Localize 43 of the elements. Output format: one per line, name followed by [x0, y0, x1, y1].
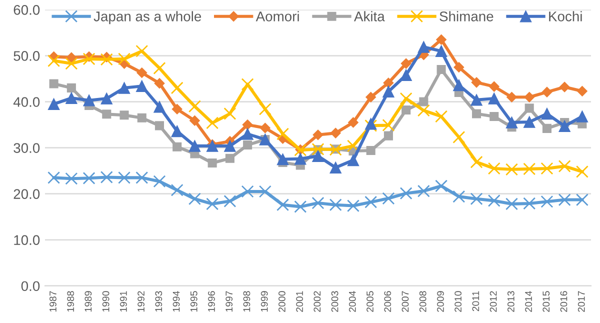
legend-label: Kochi: [549, 11, 582, 22]
legend-label: Akita: [354, 11, 385, 22]
x-tick-label: 1996: [208, 291, 215, 312]
y-tick-label: 50.0: [14, 51, 40, 61]
x-tick-label: 2008: [419, 291, 426, 312]
x-tick-label: 2003: [331, 291, 338, 312]
y-tick-label: 60.0: [14, 5, 40, 15]
y-tick-label: 0.0: [21, 281, 40, 292]
x-tick-label: 1989: [84, 291, 92, 312]
x-tick-label: 2016: [560, 291, 568, 312]
x-tick-label: 2014: [525, 291, 532, 312]
y-tick-label: 40.0: [13, 97, 40, 107]
legend-label: Aomori: [256, 11, 299, 22]
y-tick-label: 30.0: [14, 143, 40, 153]
y-tick-label: 20.0: [14, 189, 40, 199]
x-tick-label: 2002: [314, 291, 321, 312]
x-tick-label: 2015: [542, 291, 550, 312]
x-tick-label: 1992: [138, 291, 144, 312]
x-tick-label: 1990: [102, 291, 110, 312]
x-tick-label: 1987: [50, 291, 56, 312]
legend-label: Shimane: [440, 11, 494, 22]
x-tick-label: 2004: [348, 291, 356, 312]
x-tick-label: 2012: [490, 291, 497, 312]
x-tick-label: 2001: [296, 291, 303, 312]
x-tick-label: 2005: [366, 291, 374, 312]
x-tick-label: 2006: [384, 291, 392, 312]
x-tick-label: 1993: [155, 291, 162, 312]
x-tick-label: 2011: [472, 291, 480, 312]
x-tick-label: 2013: [507, 291, 514, 312]
x-tick-label: 1995: [190, 291, 198, 312]
x-tick-label: 2010: [454, 291, 462, 312]
x-tick-label: 1988: [67, 291, 74, 312]
x-tick-label: 2007: [402, 291, 409, 312]
x-tick-label: 1997: [226, 291, 233, 312]
x-tick-label: 1999: [260, 291, 268, 312]
x-tick-label: 1994: [172, 291, 180, 312]
y-tick-label: 10.0: [14, 235, 40, 245]
x-tick-label: 1998: [243, 291, 250, 312]
x-tick-label: 2017: [578, 291, 585, 312]
x-tick-label: 1991: [120, 291, 127, 312]
x-tick-label: 2009: [437, 291, 444, 312]
legend-label: Japan as a whole: [94, 11, 202, 24]
x-tick-label: 2000: [278, 291, 286, 312]
